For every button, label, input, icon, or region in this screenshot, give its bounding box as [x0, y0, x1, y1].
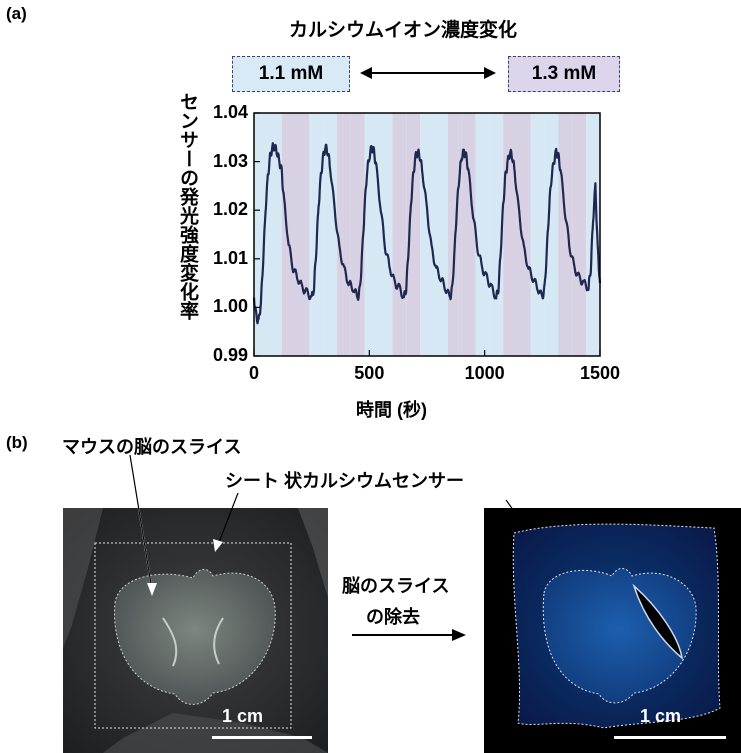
concentration-band	[295, 113, 310, 356]
sheet-sensor-photo	[484, 508, 741, 753]
concentration-band	[433, 113, 448, 356]
concentration-band	[461, 113, 476, 356]
concentration-band	[378, 113, 393, 356]
y-tick-label: 1.01	[212, 247, 248, 268]
concentration-band	[516, 113, 531, 356]
x-tick-label: 0	[248, 363, 259, 383]
scale-label-right: 1 cm	[640, 706, 682, 726]
y-tick-label: 1.03	[212, 150, 248, 171]
double-arrow	[360, 67, 496, 79]
removal-caption-line2: の除去	[366, 607, 420, 627]
concentration-band	[267, 113, 282, 356]
y-tick-label: 1.04	[212, 102, 248, 122]
concentration-band	[392, 113, 407, 356]
sheet-sensor-caption: シート 状カルシウムセンサー	[225, 471, 464, 491]
concentration-band	[475, 113, 490, 356]
concentration-band	[337, 113, 351, 356]
luminescence-series-line	[252, 142, 602, 325]
y-axis-label: センサーの発光強度変化率	[177, 92, 198, 320]
axis-ticks	[253, 112, 601, 357]
panel-a-label: (a)	[6, 4, 27, 23]
x-tick-label: 1000	[464, 363, 505, 383]
concentration-band	[489, 113, 504, 356]
x-tick-label: 1500	[579, 363, 621, 383]
panel-b-label: (b)	[6, 433, 28, 452]
y-tick-label: 0.99	[212, 345, 248, 365]
concentration-band	[544, 113, 559, 356]
plot-frame	[253, 112, 601, 357]
y-tick-label: 1.00	[212, 296, 248, 317]
low-concentration-box: 1.1 mM	[232, 56, 350, 92]
x-tick-label: 500	[354, 363, 385, 383]
x-axis-label: 時間 (秒)	[356, 400, 427, 420]
concentration-band	[323, 113, 338, 356]
concentration-band	[572, 113, 587, 356]
scale-bar-left	[212, 736, 312, 739]
y-tick-label: 1.02	[212, 199, 248, 220]
concentration-band	[254, 113, 268, 356]
scale-label-left: 1 cm	[222, 706, 264, 726]
mouse-brain-slice-caption: マウスの脳のスライス	[62, 437, 242, 457]
brain-slice-photo	[63, 508, 328, 753]
high-concentration-box: 1.3 mM	[508, 56, 620, 92]
concentration-band	[350, 113, 365, 356]
concentration-band	[281, 113, 296, 356]
scale-bar-right	[614, 736, 726, 739]
removal-caption-line1: 脳のスライス	[342, 576, 450, 596]
concentration-change-title: カルシウムイオン濃度変化	[289, 20, 518, 41]
line-chart	[252, 112, 602, 357]
concentration-band	[406, 113, 421, 356]
